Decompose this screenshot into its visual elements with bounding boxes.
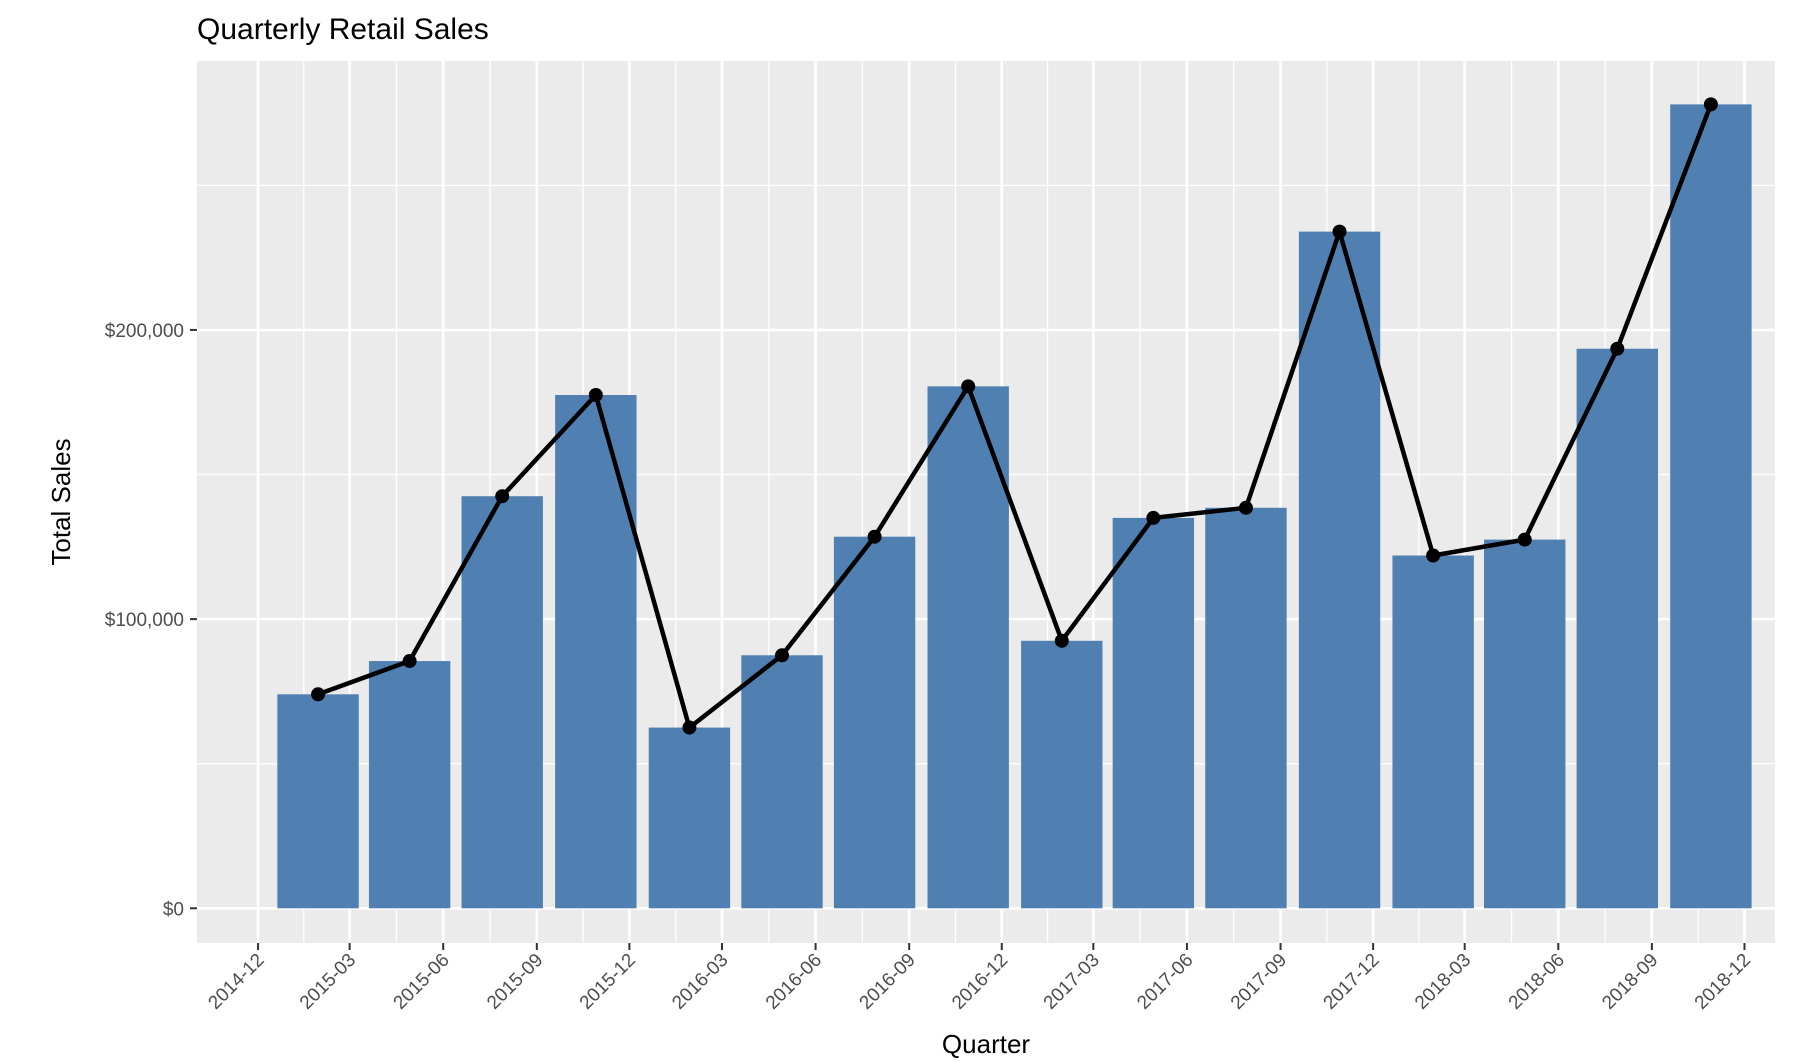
bar-2018-07-29 (1576, 348, 1658, 909)
bar-2016-10-29 (927, 386, 1009, 909)
point-2017-07-29 (1238, 500, 1253, 515)
bar-2017-04-29 (1112, 517, 1195, 909)
y-tick-label: $200,000 (105, 321, 184, 342)
x-axis-title: Quarter (942, 1029, 1030, 1059)
point-2015-04-29 (402, 654, 417, 669)
point-2016-10-29 (961, 379, 976, 394)
point-2017-04-29 (1146, 510, 1161, 525)
x-tick-label: 2018-12 (1691, 950, 1755, 1014)
point-2018-01-29 (1426, 548, 1441, 563)
point-2016-01-29 (682, 720, 697, 735)
point-2016-04-29 (775, 648, 790, 663)
point-2015-07-29 (495, 489, 510, 504)
x-tick-label: 2018-03 (1411, 950, 1475, 1014)
chart-title: Quarterly Retail Sales (197, 13, 489, 46)
x-tick-label: 2017-12 (1320, 950, 1384, 1014)
bar-2018-01-29 (1392, 555, 1474, 909)
x-tick-label: 2017-06 (1133, 950, 1197, 1014)
bar-2015-07-29 (461, 496, 543, 909)
bar-2016-01-29 (648, 727, 731, 909)
x-tick-label: 2016-06 (762, 950, 826, 1014)
sales-line (315, 102, 1714, 730)
point-2016-07-29 (867, 529, 882, 544)
x-tick-label: 2016-03 (668, 950, 732, 1014)
point-2017-01-29 (1054, 633, 1069, 648)
sales-points (311, 97, 1718, 735)
point-2017-10-29 (1332, 224, 1347, 239)
x-tick-label: 2018-09 (1598, 950, 1662, 1014)
bars (277, 104, 1752, 909)
x-tick-label: 2014-12 (204, 950, 268, 1014)
bar-2015-10-29 (555, 395, 637, 909)
x-tick-label: 2015-09 (483, 950, 547, 1014)
bar-2016-07-29 (833, 536, 916, 909)
x-tick-label: 2016-12 (948, 950, 1012, 1014)
point-2015-01-29 (311, 687, 326, 702)
x-tick-label: 2015-06 (390, 950, 454, 1014)
x-tick-label: 2015-12 (576, 950, 640, 1014)
y-tick-label: $100,000 (105, 610, 184, 631)
bar-2015-01-29 (277, 694, 359, 909)
point-2015-10-29 (588, 388, 603, 403)
sales-line-path (315, 102, 1714, 730)
x-tick-label: 2017-09 (1227, 950, 1291, 1014)
x-tick-label: 2018-06 (1505, 950, 1569, 1014)
point-2018-07-29 (1610, 341, 1625, 356)
bar-2016-04-29 (741, 655, 823, 909)
y-tick-label: $0 (163, 899, 184, 920)
y-axis-title: Total Sales (46, 438, 76, 565)
bar-2017-10-29 (1298, 231, 1381, 909)
point-2018-04-29 (1517, 532, 1532, 547)
bar-2017-01-29 (1021, 640, 1103, 909)
bar-2018-04-29 (1484, 539, 1566, 909)
x-tick-label: 2016-09 (856, 950, 920, 1014)
x-tick-label: 2015-03 (296, 950, 360, 1014)
point-2018-10-29 (1703, 97, 1718, 112)
bar-2015-04-29 (368, 661, 451, 909)
x-tick-label: 2017-03 (1040, 950, 1104, 1014)
bar-2018-10-29 (1670, 104, 1752, 909)
bar-2017-07-29 (1205, 507, 1287, 909)
